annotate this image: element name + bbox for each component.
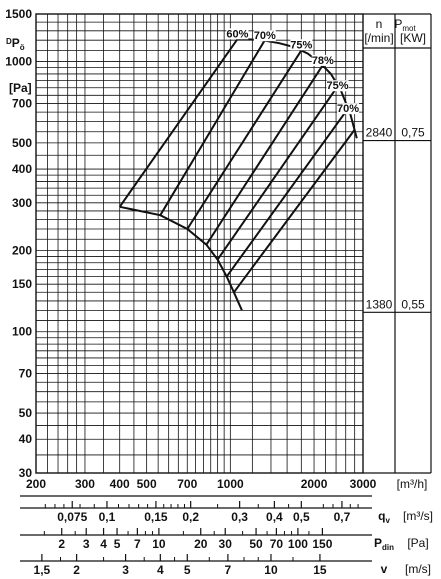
y-tick-label: 1500 (5, 7, 32, 21)
scale-tick-label: 10 (152, 537, 166, 551)
scale-tick-label: 3 (83, 537, 90, 551)
x-tick-label: 700 (177, 477, 197, 491)
y-tick-label: 200 (12, 243, 32, 257)
y-tick-label: 400 (12, 162, 32, 176)
scale-tick-label: 0,4 (266, 510, 283, 524)
scale-tick-label: 3 (122, 563, 129, 577)
efficiency-label: 70% (337, 103, 359, 115)
scale-tick-label: 4 (157, 563, 164, 577)
scale-tick-label: 50 (249, 537, 263, 551)
scale-tick-label: 20 (194, 537, 208, 551)
scale-tick-label: 0,15 (144, 510, 168, 524)
efficiency-label-bg (253, 30, 276, 42)
efficiency-label-bg (226, 28, 249, 40)
scale-tick-label: 70 (270, 537, 284, 551)
efficiency-label-bg (290, 39, 313, 51)
scale-tick-label: 2 (73, 563, 80, 577)
efficiency-label-bg (337, 103, 360, 115)
scale-tick-label: 0,075 (57, 510, 87, 524)
table-header-pmot-unit: [KW] (400, 31, 426, 45)
efficiency-line (216, 85, 339, 261)
efficiency-label: 78% (312, 55, 334, 67)
scale-title: qv (378, 509, 390, 525)
y-axis-title: DPö (6, 36, 25, 52)
x-tick-label: 300 (75, 477, 95, 491)
x-tick-label: 2000 (301, 477, 328, 491)
y-tick-label: 150 (12, 277, 32, 291)
y-tick-label: 300 (12, 196, 32, 210)
y-axis-unit: [Pa] (9, 81, 32, 95)
x-tick-label: 200 (26, 477, 46, 491)
scale-tick-label: 0,7 (334, 510, 351, 524)
x-axis-unit: [m³/h] (397, 477, 428, 491)
scale-unit: [Pa] (407, 536, 428, 550)
efficiency-line (159, 39, 266, 216)
efficiency-label-bg (311, 54, 334, 66)
scale-tick-label: 5 (184, 563, 191, 577)
scale-tick-label: 10 (264, 563, 278, 577)
x-tick-label: 500 (137, 477, 157, 491)
scale-tick-label: 0,5 (293, 510, 310, 524)
efficiency-label: 60% (226, 28, 248, 40)
scale-tick-label: 7 (134, 537, 141, 551)
table-row-pmot: 0,55 (401, 297, 425, 311)
scale-title: v (381, 562, 388, 576)
y-tick-label: 70 (19, 367, 33, 381)
scale-tick-label: 0,3 (231, 510, 248, 524)
x-tick-label: 3000 (350, 477, 377, 491)
scale-tick-label: 1,5 (34, 563, 51, 577)
plot-border (35, 13, 364, 474)
table-header-n: n (376, 17, 383, 31)
table-row-pmot: 0,75 (401, 126, 425, 140)
efficiency-line (205, 64, 324, 246)
efficiency-line (186, 49, 303, 230)
scale-tick-label: 150 (312, 537, 332, 551)
efficiency-label: 75% (327, 80, 349, 92)
scale-unit: [m/s] (405, 562, 431, 576)
y-tick-label: 50 (19, 406, 33, 420)
scale-title: Pdin (374, 536, 394, 552)
scale-tick-label: 2 (58, 537, 65, 551)
efficiency-line (118, 38, 239, 208)
table-header-n-unit: [/min] (364, 31, 393, 45)
efficiency-line (233, 129, 356, 293)
envelope-curve (119, 205, 243, 311)
scale-tick-label: 30 (219, 537, 233, 551)
x-tick-label: 1000 (217, 477, 244, 491)
table-row-n: 1380 (366, 297, 393, 311)
x-tick-label: 400 (110, 477, 130, 491)
efficiency-label-bg (326, 80, 349, 92)
efficiency-line (225, 108, 349, 278)
y-tick-label: 40 (19, 432, 33, 446)
y-tick-label: 30 (19, 466, 33, 480)
y-tick-label: 100 (12, 325, 32, 339)
table-row-n: 2840 (366, 126, 393, 140)
scale-tick-label: 100 (288, 537, 308, 551)
y-tick-label: 500 (12, 136, 32, 150)
scale-unit: [m³/s] (403, 509, 433, 523)
efficiency-label: 75% (290, 39, 312, 51)
scale-tick-label: 0,2 (182, 510, 199, 524)
scale-tick-label: 5 (114, 537, 121, 551)
table-header-pmot: Pmot (394, 17, 416, 33)
y-tick-label: 1000 (5, 55, 32, 69)
scale-tick-label: 4 (100, 537, 107, 551)
scale-tick-label: 0,1 (99, 510, 116, 524)
scale-tick-label: 15 (313, 563, 327, 577)
efficiency-label: 70% (254, 30, 276, 42)
y-tick-label: 700 (12, 96, 32, 110)
scale-tick-label: 7 (225, 563, 232, 577)
